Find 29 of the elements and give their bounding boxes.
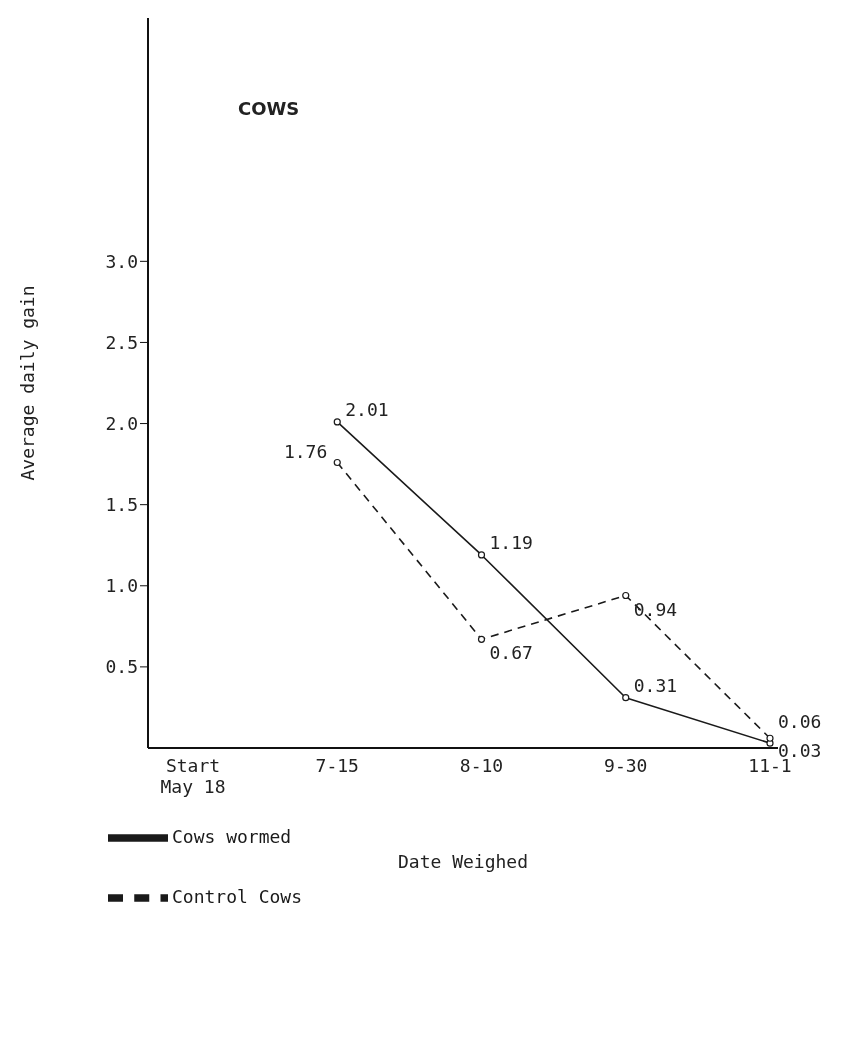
data-label: 1.19 — [489, 531, 533, 553]
y-tick-label: 3.0 — [105, 250, 138, 272]
y-tick-label: 1.5 — [105, 494, 138, 516]
point — [766, 734, 774, 742]
x-tick-label: 7-15 — [315, 755, 359, 776]
data-label: 0.06 — [778, 711, 822, 733]
data-label: 1.76 — [283, 441, 328, 463]
data-label: 0.31 — [633, 674, 678, 696]
y-tick-label: 1.0 — [105, 575, 138, 597]
x-tick-label: 8-10 — [459, 755, 504, 776]
x-tick-label: Start May 18 — [160, 755, 226, 797]
text: COWS — [238, 98, 300, 119]
point — [477, 551, 486, 559]
data-label: 0.67 — [489, 642, 533, 664]
x-tick-label: 9-30 — [604, 755, 648, 776]
legend-label: Control Cows — [172, 886, 303, 907]
point — [477, 635, 486, 643]
y-tick-label: 2.0 — [105, 412, 138, 434]
point — [333, 418, 341, 426]
x-axis-title: Date Weighed — [397, 851, 529, 872]
y-tick-label: 0.5 — [105, 656, 138, 678]
point — [333, 458, 341, 467]
legend-label: Cows wormed — [172, 826, 292, 847]
point — [622, 694, 630, 702]
point — [622, 591, 630, 600]
y-axis-title: Average daily gain — [17, 285, 39, 481]
data-label: 2.01 — [345, 398, 389, 420]
data-label: 0.94 — [633, 598, 678, 620]
y-tick-label: 2.5 — [105, 331, 138, 353]
